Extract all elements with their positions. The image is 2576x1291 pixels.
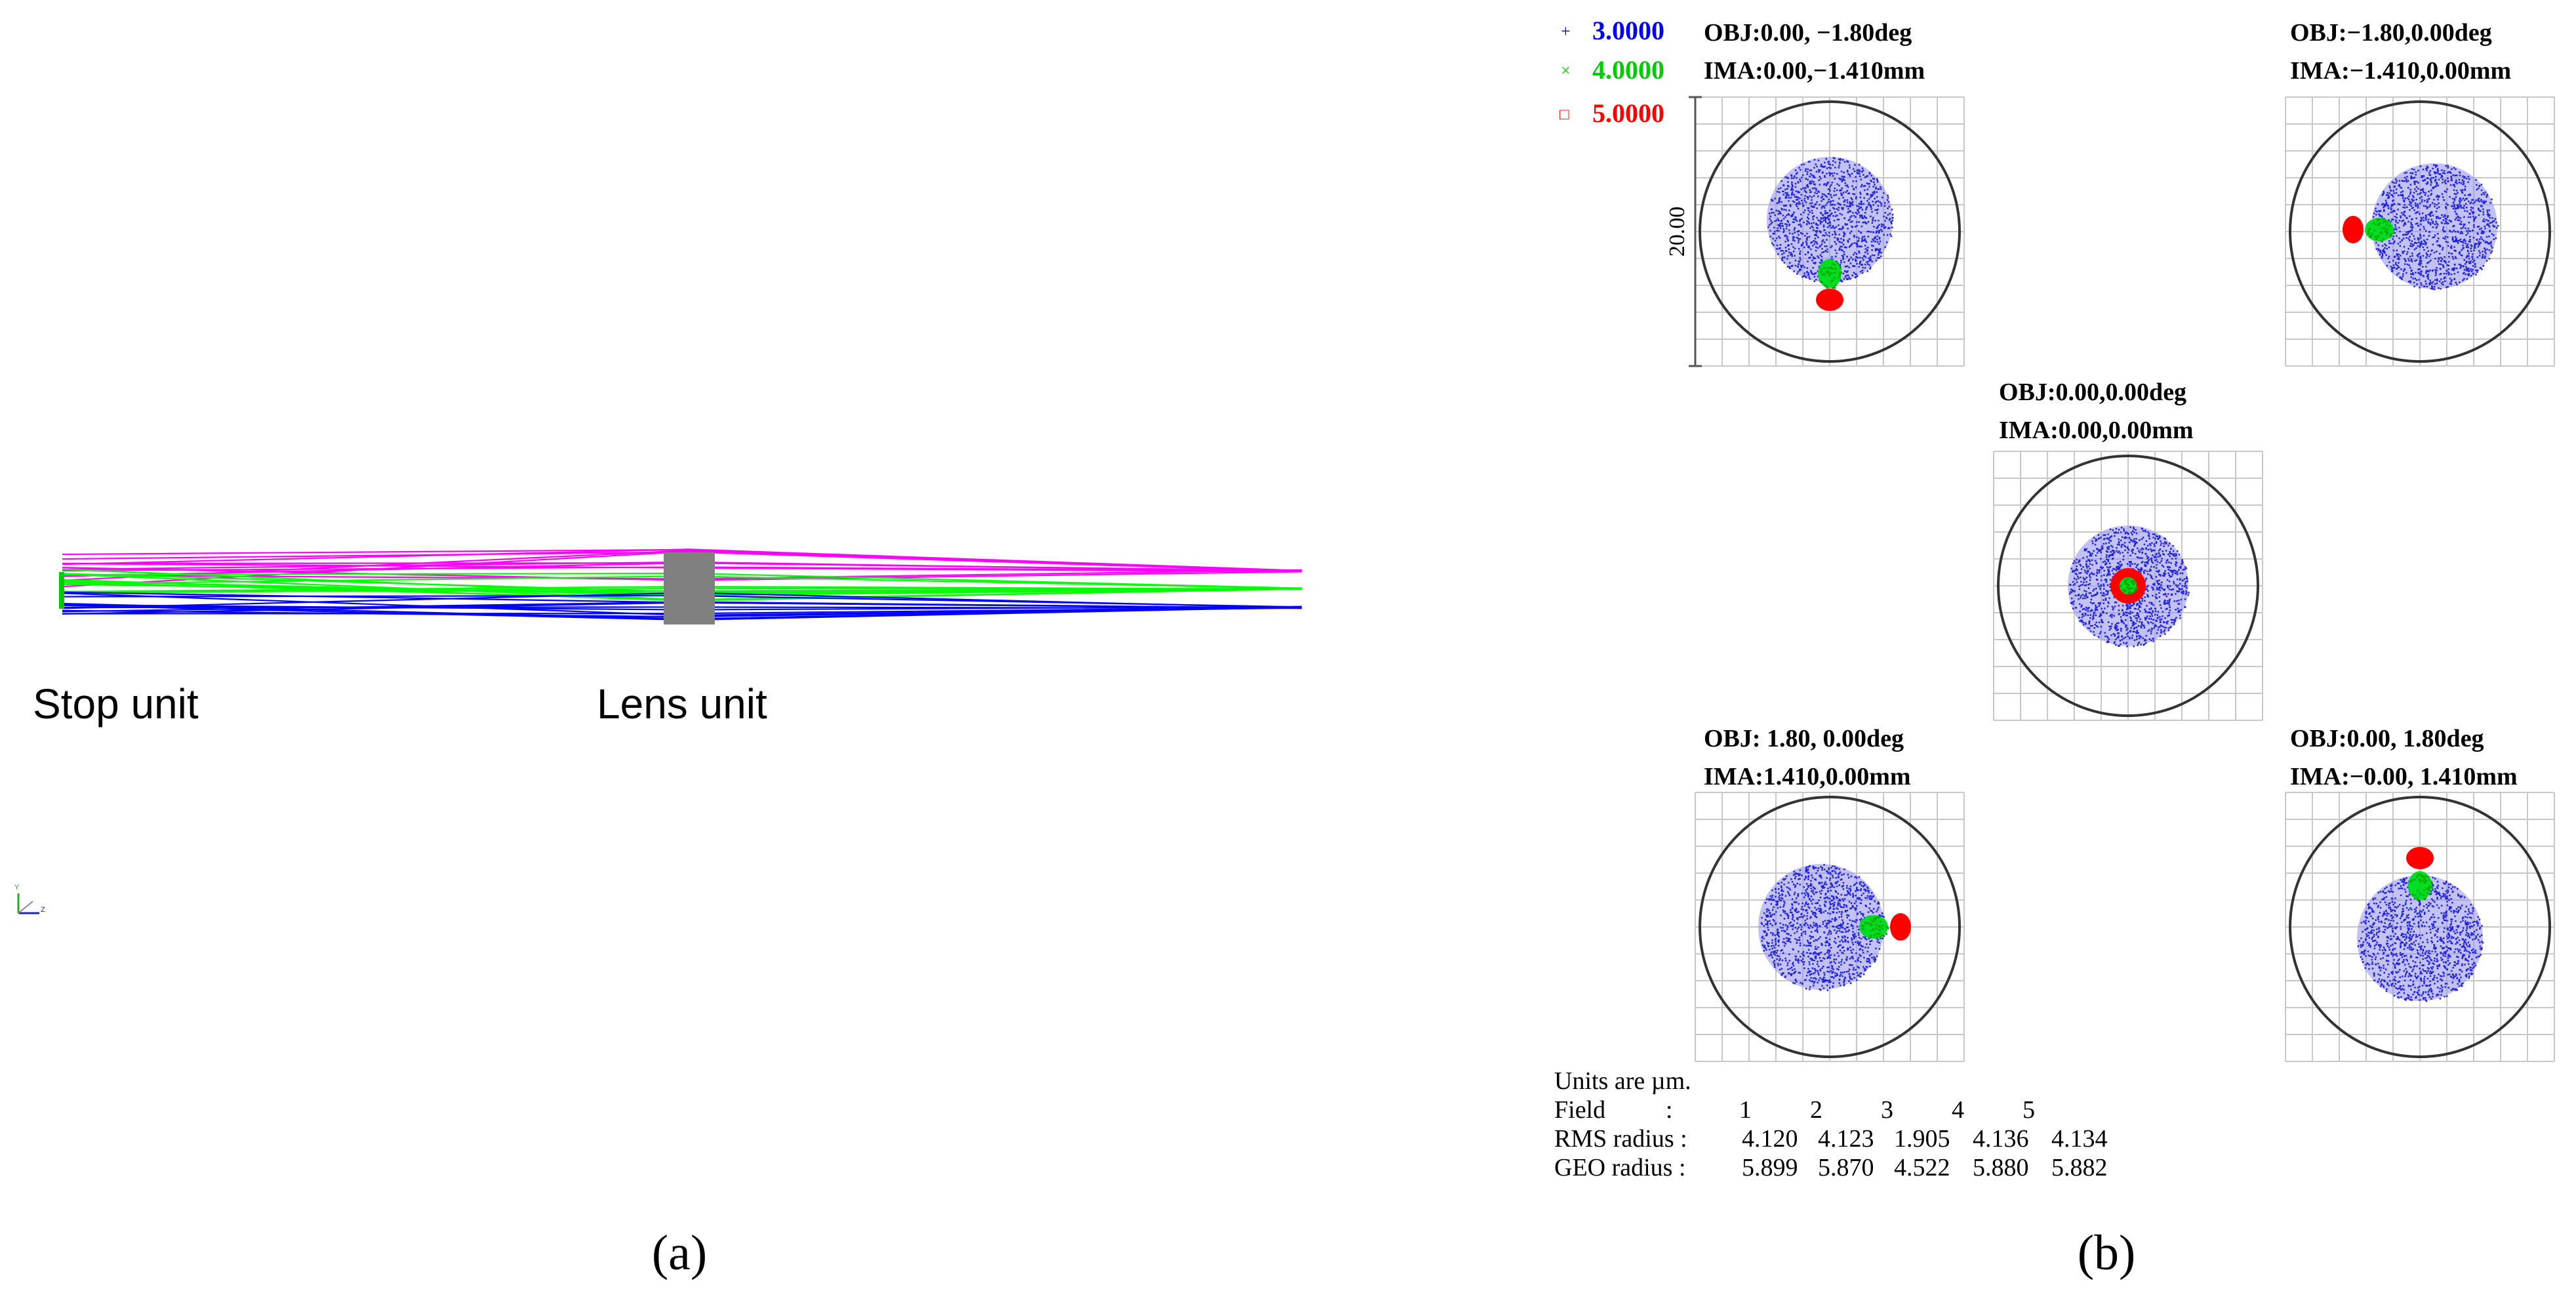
spot-4-airy-circle: [1699, 796, 1961, 1058]
field-number: 1: [1739, 1096, 1752, 1124]
field-row-label: Field: [1554, 1096, 1605, 1124]
spot-2-ima: IMA:−1.410,0.00mm: [2290, 57, 2511, 85]
spot-5-rays: [2357, 847, 2484, 1002]
field-number: 3: [1881, 1096, 1893, 1124]
geo-value: 4.522: [1894, 1154, 1950, 1181]
units-line: Units are µm.: [1554, 1067, 1691, 1095]
spot-3-airy-circle: [1997, 455, 2259, 717]
spot-5-obj: OBJ:0.00, 1.80deg: [2290, 725, 2484, 752]
lens-element: [664, 552, 715, 625]
spot-1-ima: IMA:0.00,−1.410mm: [1704, 57, 1925, 85]
legend-label-2: 4.0000: [1592, 55, 1664, 85]
scale-bar: 20.00: [1665, 96, 1702, 367]
axis-z-label: Z: [41, 906, 45, 914]
rms-row-label: RMS radius :: [1554, 1125, 1687, 1153]
ray-line: [62, 551, 1302, 573]
spot-2-rays: [2343, 163, 2499, 291]
legend-label-3: 5.0000: [1592, 98, 1664, 128]
radius-table: Units are µm. Field : 1 2 3 4 5 RMS radi…: [1554, 1067, 2108, 1181]
axis-triad-icon: Y Z: [14, 884, 45, 914]
spot-field-1: OBJ:0.00, −1.80deg IMA:0.00,−1.410mm 20.…: [1665, 19, 1965, 367]
spot-field-2: OBJ:−1.80,0.00deg IMA:−1.410,0.00mm: [2285, 19, 2555, 367]
spot-1-airy-circle: [1699, 100, 1961, 363]
geo-value: 5.899: [1742, 1154, 1798, 1181]
panel-a-layout: Stop unit Lens unit Y Z (a): [14, 548, 1302, 1281]
ray-line: [62, 548, 1302, 571]
panel-b-spot-diagram: + 3.0000 × 4.0000 □ 5.0000 OBJ:0.00, −1.…: [1554, 16, 2555, 1281]
spot-2-obj: OBJ:−1.80,0.00deg: [2290, 19, 2492, 47]
stop-edge: [59, 572, 64, 609]
rms-value: 4.136: [1973, 1125, 2029, 1153]
field-number: 4: [1952, 1096, 1964, 1124]
legend-label-1: 3.0000: [1592, 16, 1664, 45]
lens-unit-label: Lens unit: [597, 680, 767, 727]
spot-2-airy-circle: [2289, 100, 2551, 363]
geo-value: 5.882: [2051, 1154, 2108, 1181]
legend-marker-2: ×: [1561, 61, 1571, 80]
field-number: 5: [2023, 1096, 2035, 1124]
spot-3-ima: IMA:0.00,0.00mm: [1999, 417, 2194, 444]
scale-bar-label: 20.00: [1665, 207, 1689, 257]
legend-marker-1: +: [1561, 22, 1571, 41]
panel-b-caption: (b): [2078, 1225, 2136, 1281]
spot-3-obj: OBJ:0.00,0.00deg: [1999, 379, 2186, 406]
spot-3-grid: [1993, 451, 2263, 721]
wavelength-legend: + 3.0000 × 4.0000 □ 5.0000: [1560, 16, 1664, 128]
spot-1-obj: OBJ:0.00, −1.80deg: [1704, 19, 1912, 47]
rms-value: 4.123: [1818, 1125, 1874, 1153]
geo-value: 5.880: [1973, 1154, 2029, 1181]
spot-4-rays: [1758, 864, 1911, 991]
spot-field-4: OBJ: 1.80, 0.00deg IMA:1.410,0.00mm: [1695, 725, 1965, 1062]
rms-value: 4.134: [2051, 1125, 2108, 1153]
spot-3-rays: [2068, 525, 2190, 647]
field-number: 2: [1810, 1096, 1822, 1124]
legend-marker-3: □: [1560, 106, 1569, 123]
spot-field-5: OBJ:0.00, 1.80deg IMA:−0.00, 1.410mm: [2285, 725, 2555, 1062]
field-row-colon: :: [1666, 1096, 1673, 1124]
stop-unit-label: Stop unit: [33, 680, 199, 727]
spot-field-3: OBJ:0.00,0.00deg IMA:0.00,0.00mm: [1993, 379, 2263, 721]
spot-4-obj: OBJ: 1.80, 0.00deg: [1704, 725, 1904, 752]
spot-5-ima: IMA:−0.00, 1.410mm: [2290, 763, 2518, 790]
spot-5-airy-circle: [2289, 796, 2551, 1058]
rms-value: 1.905: [1894, 1125, 1950, 1153]
panel-a-caption: (a): [652, 1225, 707, 1281]
spot-1-rays: [1767, 157, 1894, 311]
geo-row-label: GEO radius :: [1554, 1154, 1686, 1181]
rms-value: 4.120: [1742, 1125, 1798, 1153]
axis-y-label: Y: [14, 884, 20, 891]
spot-4-ima: IMA:1.410,0.00mm: [1704, 763, 1911, 790]
geo-value: 5.870: [1818, 1154, 1874, 1181]
